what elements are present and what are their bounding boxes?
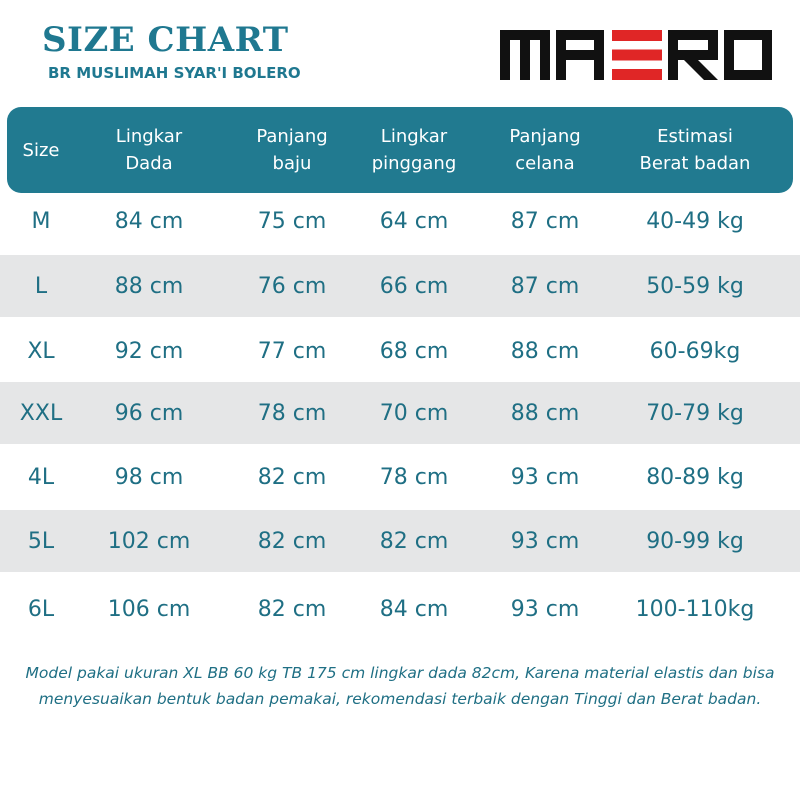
size-cell: M — [31, 208, 51, 234]
table-cell: 87 cm — [510, 208, 580, 234]
table-cell: 75 cm — [257, 208, 327, 234]
table-row: XL 92 cm 77 cm 68 cm 88 cm 60-69kg — [0, 320, 800, 382]
table-cell: 93 cm — [510, 528, 580, 554]
table-cell: 84 cm — [379, 596, 449, 622]
table-row: 6L 106 cm 82 cm 84 cm 93 cm 100-110kg — [0, 578, 800, 640]
table-cell: 78 cm — [379, 464, 449, 490]
table-cell: 82 cm — [257, 464, 327, 490]
logo-letter-r — [668, 30, 718, 80]
table-cell: 92 cm — [114, 338, 184, 364]
table-cell: 88 cm — [114, 273, 184, 299]
table-cell: 64 cm — [379, 208, 449, 234]
table-row: XXL 96 cm 78 cm 70 cm 88 cm 70-79 kg — [0, 382, 800, 444]
table-cell: 70 cm — [379, 400, 449, 426]
table-cell: 100-110kg — [635, 596, 755, 622]
logo-letter-e — [612, 30, 662, 80]
table-cell: 40-49 kg — [646, 208, 744, 234]
table-cell: 98 cm — [114, 464, 184, 490]
table-row: L 88 cm 76 cm 66 cm 87 cm 50-59 kg — [0, 255, 800, 317]
table-cell: 93 cm — [510, 596, 580, 622]
table-cell: 80-89 kg — [646, 464, 744, 490]
table-cell: 82 cm — [257, 596, 327, 622]
header-lingkar-dada: Lingkar Dada — [115, 126, 183, 174]
size-cell: 6L — [27, 596, 55, 622]
model-note: Model pakai ukuran XL BB 60 kg TB 175 cm… — [25, 664, 775, 708]
size-cell: L — [34, 273, 48, 299]
table-cell: 106 cm — [107, 596, 191, 622]
size-cell: 5L — [27, 528, 55, 554]
logo-letter-a — [556, 30, 604, 80]
header-panjang-celana: Panjang celana — [509, 126, 581, 174]
page-title: SIZE CHART — [42, 20, 289, 60]
table-cell: 77 cm — [257, 338, 327, 364]
table-cell: 93 cm — [510, 464, 580, 490]
table-cell: 88 cm — [510, 400, 580, 426]
product-subtitle: BR MUSLIMAH SYAR'I BOLERO — [48, 64, 301, 82]
table-cell: 60-69kg — [649, 338, 741, 364]
table-cell: 102 cm — [107, 528, 191, 554]
header-panjang-baju: Panjang baju — [256, 126, 328, 174]
table-cell: 50-59 kg — [646, 273, 744, 299]
table-cell: 78 cm — [257, 400, 327, 426]
size-cell: XL — [27, 338, 55, 364]
table-row: 4L 98 cm 82 cm 78 cm 93 cm 80-89 kg — [0, 446, 800, 508]
table-cell: 82 cm — [379, 528, 449, 554]
table-cell: 84 cm — [114, 208, 184, 234]
table-cell: 66 cm — [379, 273, 449, 299]
header-size: Size — [22, 139, 60, 161]
table-cell: 87 cm — [510, 273, 580, 299]
table-cell: 90-99 kg — [646, 528, 744, 554]
size-cell: 4L — [27, 464, 55, 490]
table-cell: 82 cm — [257, 528, 327, 554]
table-row: M 84 cm 75 cm 64 cm 87 cm 40-49 kg — [0, 190, 800, 252]
header-lingkar-pinggang: Lingkar pinggang — [371, 126, 457, 174]
logo-letter-m — [500, 30, 550, 80]
table-cell: 70-79 kg — [646, 400, 744, 426]
table-cell: 76 cm — [257, 273, 327, 299]
size-cell: XXL — [19, 400, 63, 426]
table-cell: 68 cm — [379, 338, 449, 364]
table-header: Size Lingkar Dada Panjang baju Lingkar p… — [7, 107, 793, 193]
table-cell: 96 cm — [114, 400, 184, 426]
table-cell: 88 cm — [510, 338, 580, 364]
table-row: 5L 102 cm 82 cm 82 cm 93 cm 90-99 kg — [0, 510, 800, 572]
logo-letter-o — [724, 30, 772, 80]
brand-logo — [500, 30, 772, 80]
header-estimasi-berat: Estimasi Berat badan — [639, 126, 751, 174]
